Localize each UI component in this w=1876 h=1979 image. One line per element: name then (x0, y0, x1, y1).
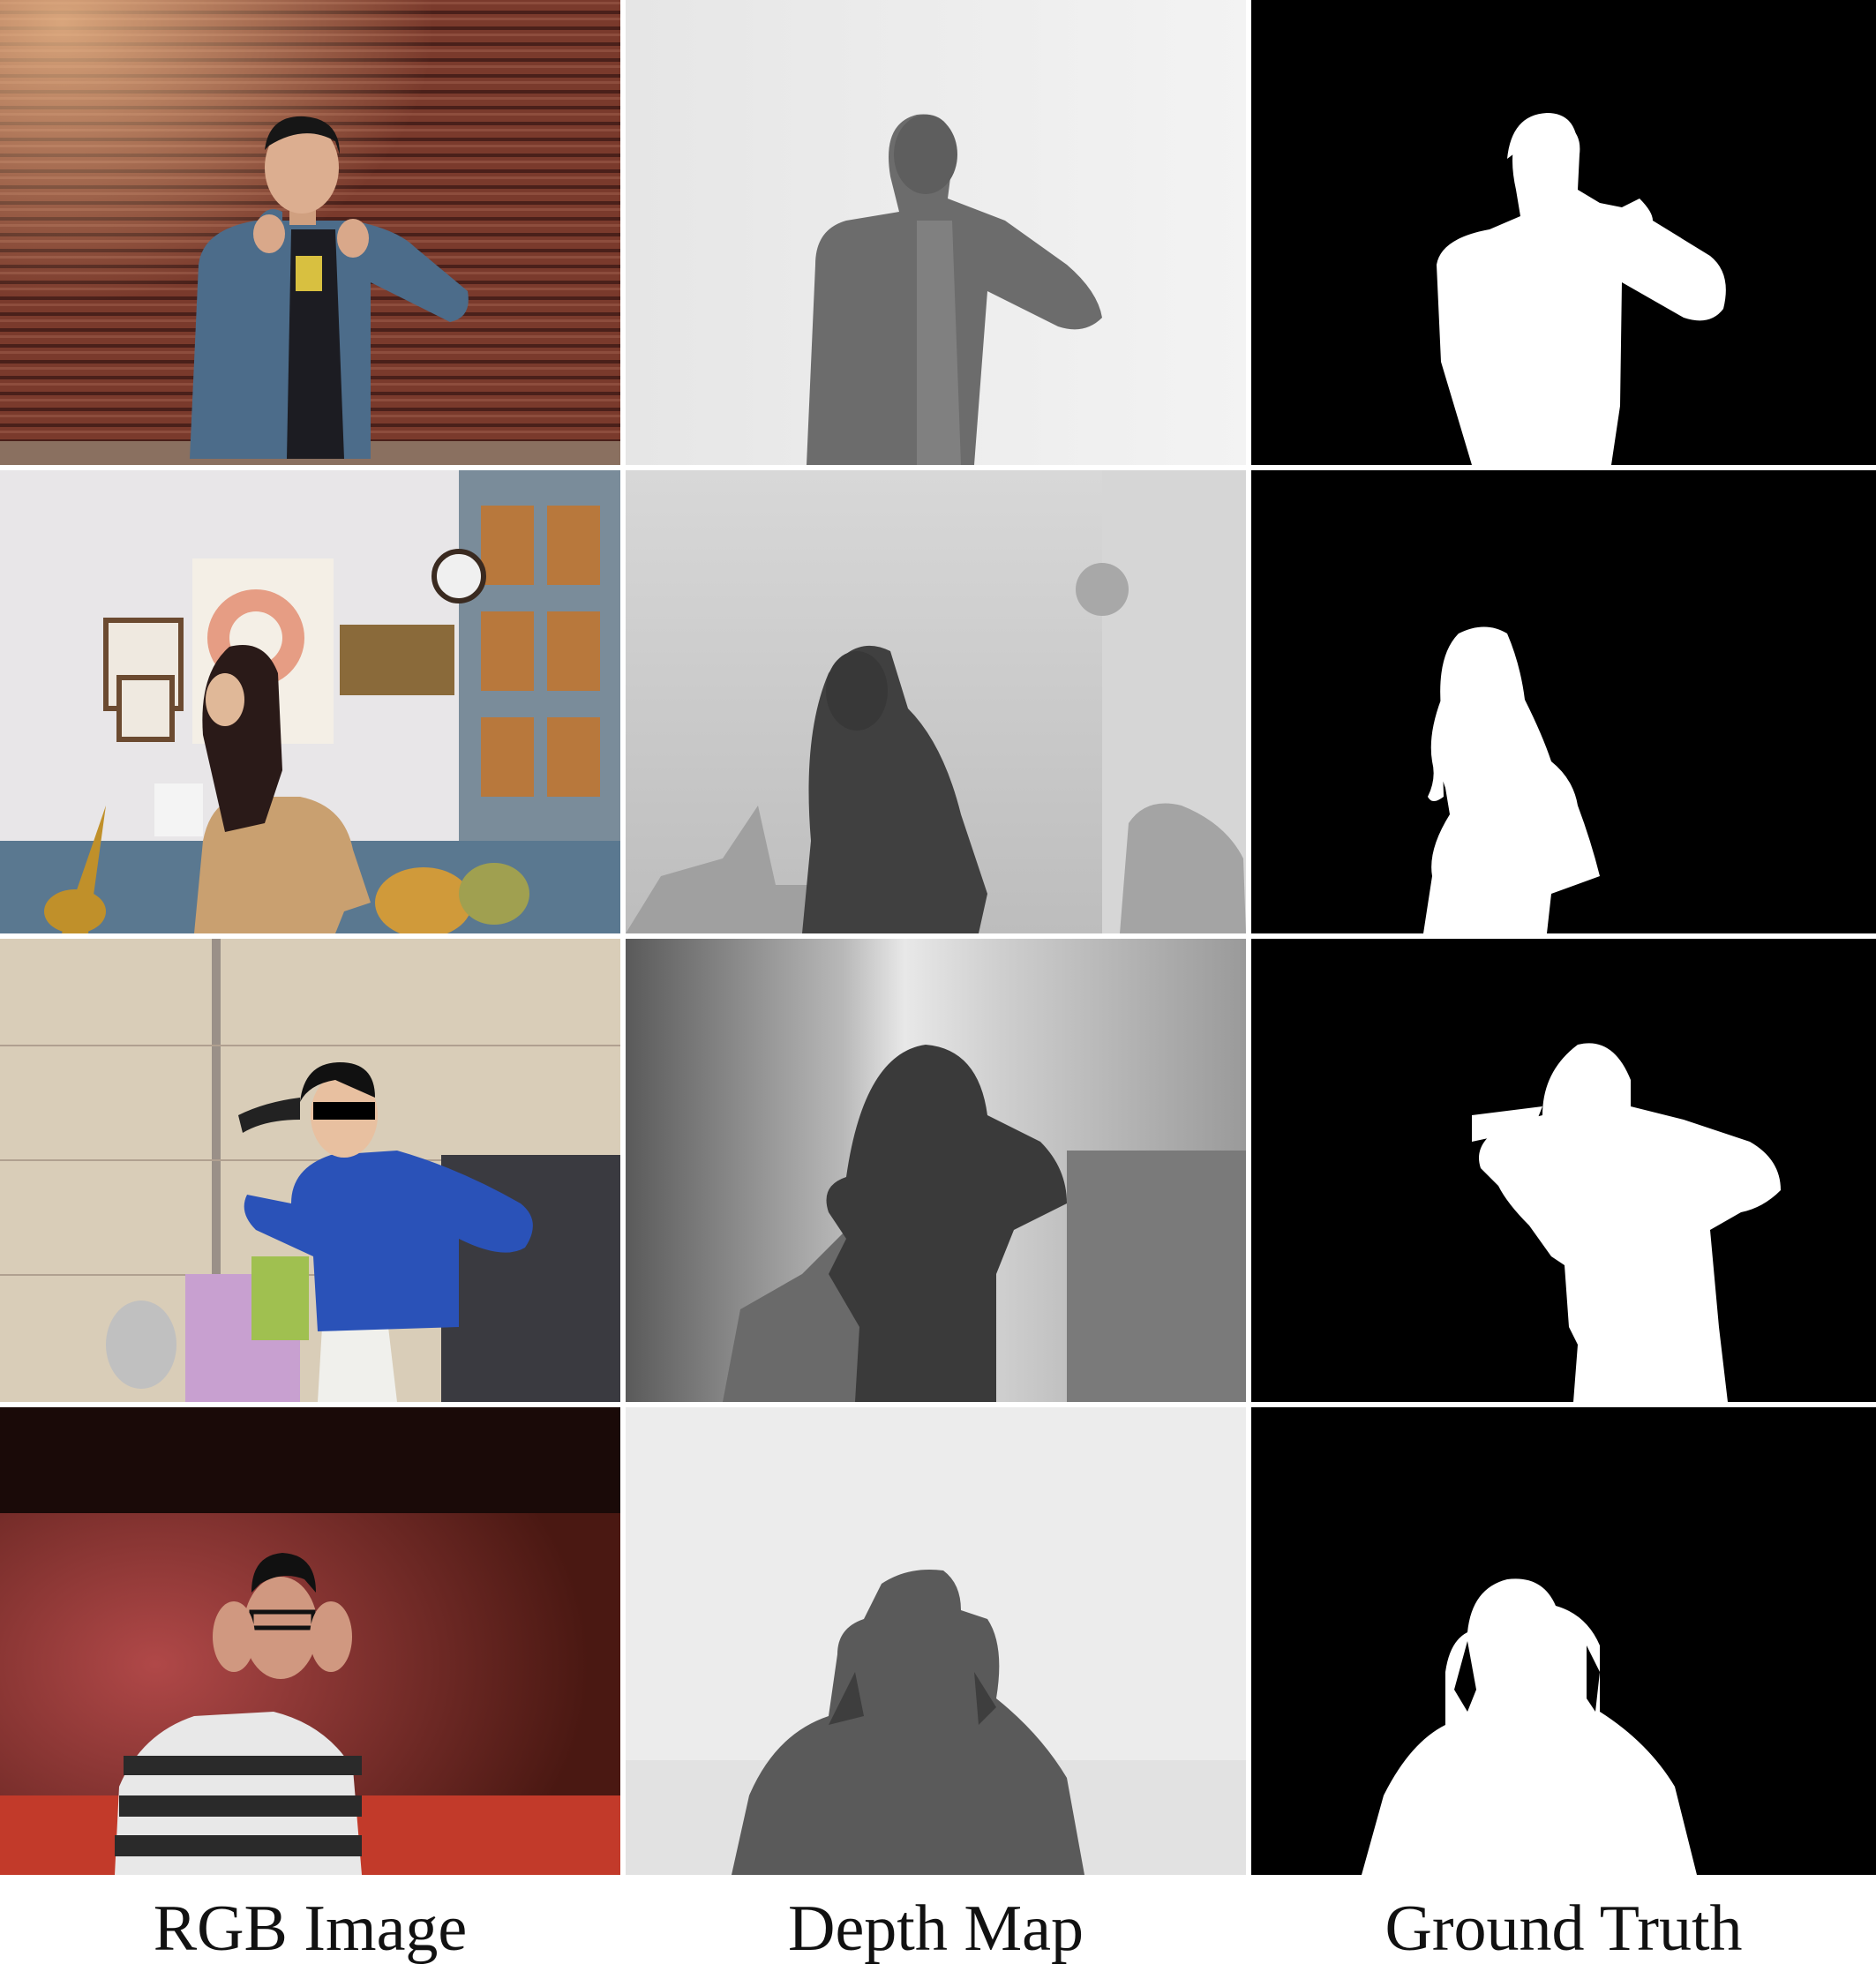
column-labels: RGB Image Depth Map Ground Truth (0, 1879, 1876, 1979)
rgb-image-row-4 (0, 1407, 620, 1875)
ground-truth-row-4 (1251, 1407, 1876, 1875)
column-label-depth: Depth Map (788, 1893, 1084, 1965)
depth-map-row-3 (626, 939, 1246, 1402)
column-label-rgb: RGB Image (153, 1893, 468, 1965)
ground-truth-row-2 (1251, 470, 1876, 933)
ground-truth-row-3 (1251, 939, 1876, 1402)
rgb-image-row-3 (0, 939, 620, 1402)
column-label-ground-truth: Ground Truth (1384, 1893, 1743, 1965)
depth-map-row-1 (626, 0, 1246, 465)
rgb-image-row-2 (0, 470, 620, 933)
figure-grid (0, 0, 1876, 1875)
depth-map-row-2 (626, 470, 1246, 933)
rgb-image-row-1 (0, 0, 620, 465)
ground-truth-row-1 (1251, 0, 1876, 465)
depth-map-row-4 (626, 1407, 1246, 1875)
